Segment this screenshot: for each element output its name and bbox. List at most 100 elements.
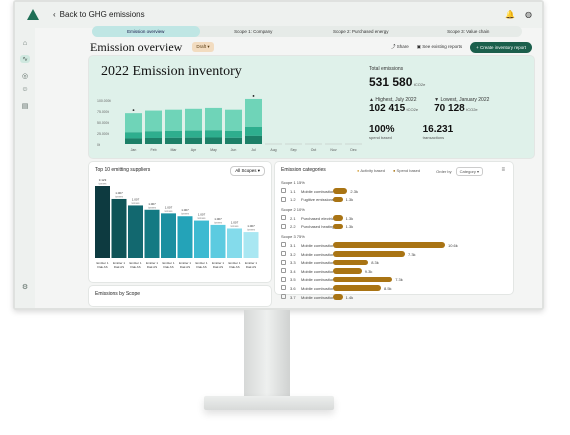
bar-segment-mid: [205, 130, 222, 138]
row-checkbox[interactable]: [281, 242, 286, 248]
tab-bar: Emission overview Scope 1: Company Scope…: [92, 26, 522, 37]
row-checkbox[interactable]: [281, 223, 286, 229]
row-checkbox[interactable]: [281, 268, 286, 274]
suppliers-card: Top 10 emitting suppliers All Scopes ▾ 3…: [89, 162, 271, 282]
category-name: Mobile combustion: [301, 251, 335, 257]
highest-label: ▲ Highest, July 2022: [369, 97, 417, 103]
scope-filter-select[interactable]: All Scopes ▾: [230, 166, 265, 176]
bell-icon[interactable]: 🔔: [505, 10, 516, 19]
bar-segment-light: [245, 98, 262, 127]
top-bar-actions: 🔔 ◍: [505, 10, 532, 19]
app-screen: ‹ Back to GHG emissions 🔔 ◍ ⌂ ∿ ◎ ☺ ▤ ⚙ Em…: [15, 2, 542, 308]
category-code: 2.2: [290, 224, 296, 230]
bar-segment-light: [145, 110, 162, 132]
tab-emission-overview[interactable]: Emission overview: [92, 26, 200, 37]
legend-spend: ● Spend based: [393, 168, 421, 173]
sidebar: ⌂ ∿ ◎ ☺ ▤ ⚙: [15, 28, 35, 308]
category-row[interactable]: 3.2 Mobile combustion 7.3k: [281, 251, 506, 257]
supplier-name-label-2: Flak AS: [180, 265, 190, 269]
supplier-value-label: 3.123: [99, 178, 107, 182]
lowest-value: 70 128: [434, 103, 465, 114]
bar-segment-dark: [245, 135, 262, 144]
order-select[interactable]: Category ▾: [455, 167, 483, 176]
supplier-name-label: Emitter 1: [195, 261, 207, 265]
supplier-value-label: 1.007: [132, 197, 140, 201]
suppliers-title: Top 10 emitting suppliers: [95, 167, 151, 173]
list-icon[interactable]: ≡: [501, 167, 505, 173]
month-label: Jul: [251, 148, 256, 152]
category-row[interactable]: 3.1 Mobile combustion 10.6k: [281, 242, 506, 248]
category-row[interactable]: 1.1 Mobile combustion 2.3k: [281, 188, 506, 194]
category-row[interactable]: 3.3 Mobile combustion 8.3k: [281, 259, 506, 266]
supplier-unit-label: tonnes: [115, 194, 123, 198]
tab-scope1[interactable]: Scope 1: Company: [234, 29, 273, 34]
category-value: 7.3k: [408, 251, 416, 257]
month-label: Nov: [330, 148, 336, 152]
month-label: Jun: [231, 148, 237, 152]
supplier-bar: [161, 213, 176, 258]
category-code: 3.4: [290, 268, 296, 274]
category-code: 2.1: [290, 215, 296, 221]
row-checkbox[interactable]: [281, 276, 286, 282]
chevron-left-icon: ‹: [53, 10, 56, 19]
y-tick-label: 25.000t: [97, 132, 109, 136]
see-reports-button[interactable]: ▣ See existing reports: [416, 44, 463, 49]
row-checkbox[interactable]: [281, 294, 286, 299]
category-name: Mobile combustion: [301, 294, 335, 300]
supplier-value-label: 1.007: [165, 205, 173, 209]
category-row[interactable]: 3.4 Mobile combustion 9.3k: [281, 268, 506, 274]
category-value: 10.6k: [448, 242, 458, 248]
create-report-button[interactable]: + Create inventory report: [470, 41, 532, 53]
logo-icon: [27, 9, 39, 20]
share-button[interactable]: ⤴ Share: [391, 44, 409, 49]
back-link[interactable]: ‹ Back to GHG emissions: [53, 10, 145, 19]
row-checkbox[interactable]: [281, 215, 286, 221]
month-label: May: [210, 148, 217, 152]
category-row[interactable]: 2.2 Purchased heating 1.3k: [281, 223, 506, 230]
category-bar: [333, 251, 405, 257]
category-bar: [333, 285, 381, 291]
supplier-bar: [128, 205, 143, 258]
row-checkbox[interactable]: [281, 285, 286, 291]
bar-segment-dark: [205, 137, 222, 144]
row-checkbox[interactable]: [281, 196, 286, 202]
monthly-chart: 100.000t 75.000t 50.000t 25.000t 0t Jan Feb Mar…: [97, 95, 362, 152]
category-row[interactable]: 1.2 Fugitive emissions 1.3k: [281, 196, 506, 203]
report-icon[interactable]: ▤: [21, 103, 29, 110]
supplier-bar: [227, 228, 242, 258]
category-value: 7.3k: [395, 277, 403, 283]
emissions-icon[interactable]: ∿: [20, 55, 30, 63]
row-checkbox[interactable]: [281, 188, 286, 193]
transactions-label: transactions: [422, 135, 445, 140]
title-bar: Emission overview Draft ▾ ⤴ Share ▣ See …: [90, 40, 532, 54]
bar-segment-mid: [165, 130, 182, 138]
scope-group-label: Scope 2 10%: [281, 207, 305, 213]
user-icon[interactable]: ◍: [525, 10, 532, 19]
globe-icon[interactable]: ◎: [21, 73, 29, 80]
bar-segment-light: [225, 109, 242, 131]
supplier-name-label: Emitter 1: [129, 261, 141, 265]
order-by: Order by Category ▾: [436, 167, 483, 176]
row-checkbox[interactable]: [281, 259, 286, 265]
supplier-name-label-2: Flak AS: [147, 265, 157, 269]
status-badge[interactable]: Draft ▾: [192, 42, 214, 52]
category-row[interactable]: 2.1 Purchased electricity 1.3k: [281, 215, 506, 221]
supplier-name-label: Emitter 1: [228, 261, 240, 265]
tab-scope3[interactable]: Scope 3: Value chain: [447, 29, 490, 34]
bar-segment-mid: [125, 132, 142, 139]
category-row[interactable]: 3.5 Mobile combustion 7.3k: [281, 276, 506, 283]
row-checkbox[interactable]: [281, 251, 286, 256]
settings-icon[interactable]: ⚙: [21, 284, 29, 291]
category-row[interactable]: 3.6 Mobile combustion 8.5k: [281, 285, 506, 291]
month-label: Sep: [290, 148, 296, 152]
category-row[interactable]: 3.7 Mobile combustion 1.4k: [281, 294, 506, 300]
page-title: Emission overview: [90, 39, 183, 54]
header-actions: ⤴ Share ▣ See existing reports + Create …: [391, 41, 532, 53]
category-code: 3.3: [290, 260, 296, 266]
supplier-unit-label: tonnes: [231, 224, 239, 228]
supplier-value-label: 1.007: [181, 208, 189, 212]
people-icon[interactable]: ☺: [21, 86, 29, 93]
total-unit: tCO2e: [413, 82, 426, 87]
tab-scope2[interactable]: Scope 2: Purchased energy: [332, 29, 389, 34]
home-icon[interactable]: ⌂: [22, 40, 28, 47]
